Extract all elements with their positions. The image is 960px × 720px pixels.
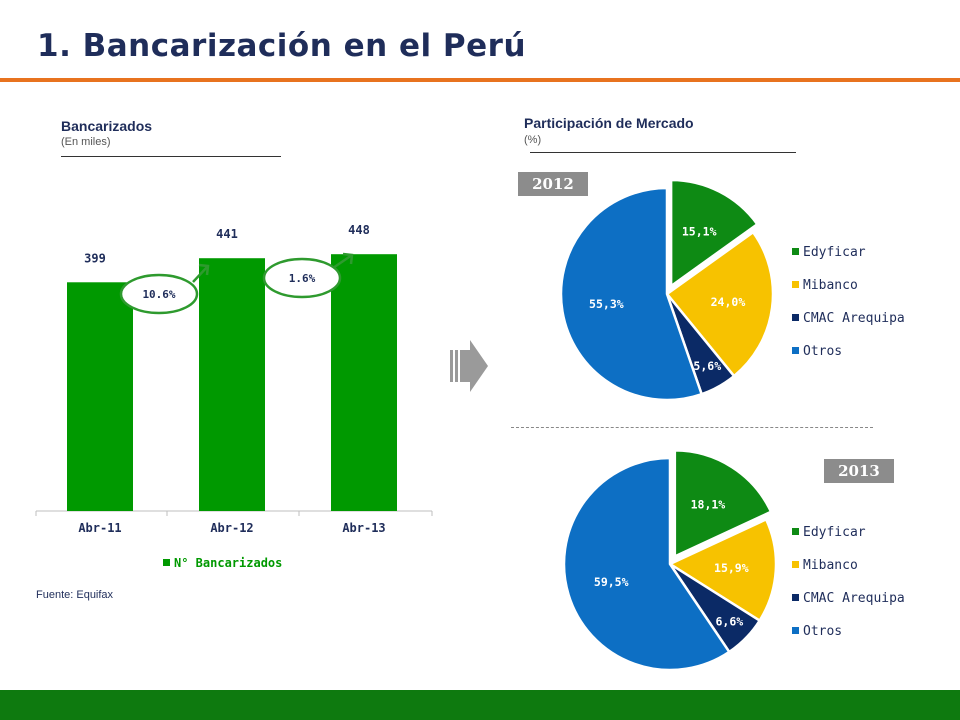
pie-section-title: Participación de Mercado bbox=[524, 115, 694, 131]
bar-chart-title: Bancarizados bbox=[61, 118, 153, 134]
bar-value-label: 448 bbox=[348, 223, 370, 237]
legend-swatch bbox=[792, 561, 799, 568]
bar-chart-subtitle: (En miles) bbox=[61, 136, 111, 148]
legend-label: Otros bbox=[803, 344, 842, 359]
pie-slice-otros bbox=[559, 186, 704, 402]
legend-swatch bbox=[792, 347, 799, 354]
legend-swatch bbox=[792, 281, 799, 288]
legend-label: CMAC Arequipa bbox=[803, 311, 905, 326]
right-arrow-icon bbox=[450, 340, 488, 392]
legend-swatch bbox=[792, 627, 799, 634]
pie-chart-2013: 18,1% 15,9% 6,6% 59,5% Edyficar Mibanco CMAC A… bbox=[562, 449, 905, 672]
source-note: Fuente: Equifax bbox=[36, 589, 114, 601]
title-rule bbox=[0, 78, 960, 82]
legend-swatch bbox=[792, 594, 799, 601]
x-tick-label: Abr-13 bbox=[342, 521, 385, 535]
growth-label: 1.6% bbox=[289, 272, 316, 285]
bar-Abr-11 bbox=[67, 282, 133, 511]
legend-swatch bbox=[163, 559, 170, 566]
pie-value-label: 5,6% bbox=[693, 359, 721, 373]
bar-chart: 399 Abr-11 441 Abr-12 448 Abr-13 10.6% 1.6% N° B… bbox=[35, 223, 433, 570]
year-badge-2012: 2012 bbox=[518, 172, 588, 196]
legend-swatch bbox=[792, 528, 799, 535]
pie-section-title-rule bbox=[530, 152, 796, 153]
legend-label: CMAC Arequipa bbox=[803, 591, 905, 606]
legend-swatch bbox=[792, 314, 799, 321]
pie-value-label: 15,1% bbox=[682, 224, 717, 238]
bar-chart-title-rule bbox=[61, 156, 281, 157]
pie-value-label: 15,9% bbox=[714, 561, 749, 575]
legend-label: Edyficar bbox=[803, 245, 866, 260]
x-tick-label: Abr-11 bbox=[78, 521, 121, 535]
growth-badge bbox=[119, 273, 199, 315]
pie-section-subtitle: (%) bbox=[524, 134, 542, 146]
bar-value-label: 399 bbox=[84, 251, 106, 265]
page-title: 1. Bancarización en el Perú bbox=[37, 28, 527, 64]
footer-bar bbox=[0, 690, 960, 720]
bar-Abr-13 bbox=[331, 254, 397, 511]
pie-slice-edyficar bbox=[669, 178, 760, 289]
growth-badge bbox=[262, 257, 342, 299]
growth-arrow-head-icon bbox=[342, 252, 354, 265]
legend-label: Otros bbox=[803, 624, 842, 639]
pie-chart-2012: 15,1% 24,0% 5,6% 55,3% Edyficar Mibanco CMAC A… bbox=[559, 178, 905, 402]
year-badge-2013: 2013 bbox=[824, 459, 894, 483]
pie-slice-mibanco bbox=[665, 230, 775, 378]
pie-slice-edyficar bbox=[673, 449, 773, 559]
legend-label: Mibanco bbox=[803, 278, 858, 293]
pie-value-label: 18,1% bbox=[691, 498, 726, 512]
legend-swatch bbox=[792, 248, 799, 255]
bar-value-label: 441 bbox=[216, 227, 238, 241]
pie-slice-mibanco bbox=[667, 517, 778, 623]
growth-arrow-icon bbox=[332, 253, 353, 270]
growth-label: 10.6% bbox=[142, 288, 175, 301]
legend-label: Mibanco bbox=[803, 558, 858, 573]
growth-arrow-icon bbox=[192, 265, 209, 283]
growth-arrow-head-icon bbox=[198, 263, 210, 276]
pie-value-label: 6,6% bbox=[715, 615, 743, 629]
x-tick-label: Abr-12 bbox=[210, 521, 253, 535]
pie-value-label: 59,5% bbox=[594, 575, 629, 589]
pie-value-label: 55,3% bbox=[589, 297, 624, 311]
pie-slice-otros bbox=[562, 456, 731, 672]
legend-label: N° Bancarizados bbox=[174, 556, 282, 570]
bar-Abr-12 bbox=[199, 258, 265, 511]
pie-value-label: 24,0% bbox=[711, 295, 746, 309]
legend-label: Edyficar bbox=[803, 525, 866, 540]
section-divider bbox=[511, 427, 873, 428]
